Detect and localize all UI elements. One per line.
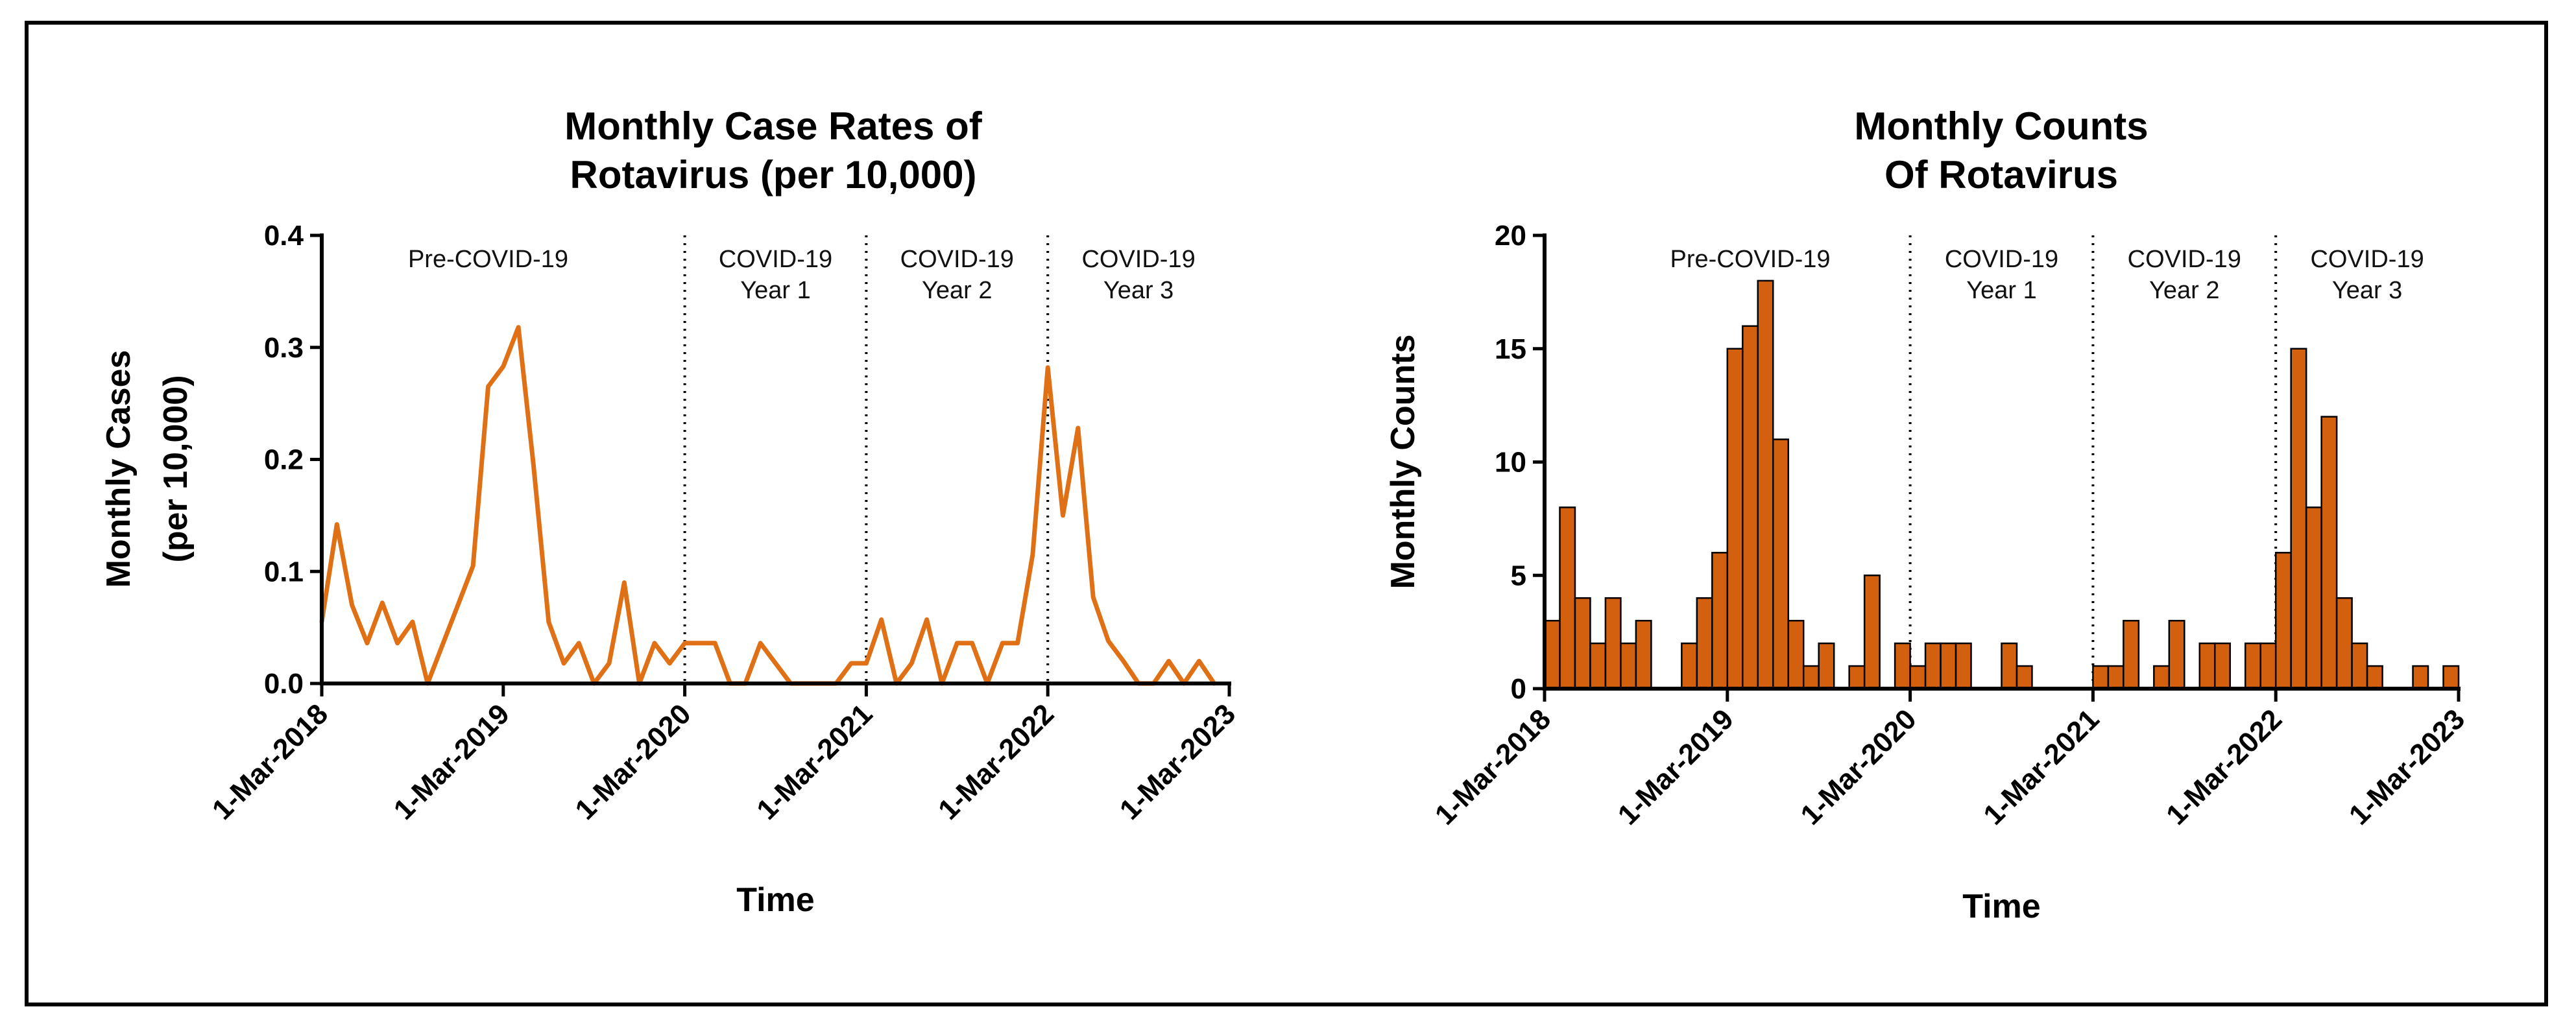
bar [1574,597,1591,690]
bar [2290,348,2307,690]
bar [2198,642,2216,690]
chart-monthly-case-rates: Monthly Case Rates of Rotavirus (per 10,0… [100,104,1242,919]
x-tick-label: 1-Mar-2019 [1612,703,1740,831]
bar [2259,642,2277,690]
bar [2168,619,2185,690]
period-label: Year 1 [740,277,810,304]
y-tick-label: 5 [1511,560,1526,591]
bar [2335,597,2353,690]
x-tick-label: 1-Mar-2022 [932,698,1060,825]
period-label: Pre-COVID-19 [1670,246,1830,273]
bar [2123,619,2140,690]
bar [1726,348,1744,690]
period-label: COVID-19 [900,246,1014,273]
bar [2366,665,2383,690]
period-label: COVID-19 [2128,246,2241,273]
bar [1543,619,1561,690]
x-tick-label: 1-Mar-2022 [2160,703,2288,831]
period-label: Year 1 [1966,277,2036,304]
bar [2351,642,2368,690]
bar [2274,552,2292,690]
bar [1604,597,1622,690]
x-axis-title: Time [736,881,814,919]
period-label: COVID-19 [1081,246,1195,273]
bar [2153,665,2171,690]
bar [2320,416,2338,690]
bar [1909,665,1927,690]
x-tick-label: 1-Mar-2018 [206,698,334,825]
figure-frame [25,21,2548,1006]
y-axis-title: Monthly Cases [100,350,138,588]
x-tick-label: 1-Mar-2021 [1977,703,2105,831]
y-tick-label: 15 [1495,333,1526,365]
bar [2442,665,2460,690]
bar [2412,665,2429,690]
bar [1620,642,1637,690]
bar [1742,325,1759,690]
y-axis-title: (per 10,000) [157,375,195,562]
chart-title-line: Of Rotavirus [1884,153,2118,196]
x-tick-label: 1-Mar-2020 [1794,703,1922,831]
bar [1711,552,1729,690]
period-label: COVID-19 [1945,246,2058,273]
bar [1940,642,1957,690]
y-tick-label: 0.1 [264,556,304,588]
bar [2001,642,2018,690]
bar [1787,619,1805,690]
bar [1955,642,1972,690]
bar [2305,506,2322,690]
chart-title-line: Monthly Counts [1854,104,2148,148]
x-axis-title: Time [1962,888,2040,925]
bar [1559,506,1576,690]
y-tick-label: 10 [1495,447,1526,479]
x-tick-label: 1-Mar-2020 [569,698,697,825]
x-tick-label: 1-Mar-2023 [1114,698,1242,825]
x-tick-label: 1-Mar-2023 [2343,703,2471,831]
y-tick-label: 0.2 [264,444,304,476]
bar [1589,642,1607,690]
period-label: COVID-19 [2310,246,2424,273]
bar [1772,438,1789,690]
bar [1696,597,1713,690]
bar [1863,575,1881,690]
period-label: COVID-19 [719,246,832,273]
bar [2092,665,2110,690]
bar [2016,665,2033,690]
bar [1894,642,1911,690]
bar [1848,665,1866,690]
bar [1924,642,1942,690]
period-label: Year 3 [1103,277,1174,304]
period-label: Year 2 [922,277,992,304]
y-tick-label: 20 [1495,220,1526,252]
y-tick-label: 0.0 [264,668,304,700]
chart-title-line: Rotavirus (per 10,000) [570,153,977,196]
bar [1818,642,1835,690]
chart-title-line: Monthly Case Rates of [564,104,982,148]
y-axis-title: Monthly Counts [1384,335,1422,589]
bar [2244,642,2261,690]
bar [2214,642,2231,690]
chart-monthly-counts: Monthly Counts Of Rotavirus Monthly Counts… [1384,104,2471,925]
x-tick-label: 1-Mar-2018 [1429,703,1557,831]
y-tick-label: 0.4 [264,220,304,252]
bar [1681,642,1698,690]
series-line [319,325,1217,686]
period-label: Year 3 [2332,277,2402,304]
period-label: Pre-COVID-19 [408,246,568,273]
x-tick-label: 1-Mar-2021 [751,698,878,825]
bar [1757,279,1774,690]
bar [1635,619,1652,690]
x-tick-label: 1-Mar-2019 [388,698,516,825]
bar [1802,665,1820,690]
bar [2107,665,2125,690]
period-label: Year 2 [2149,277,2219,304]
y-tick-label: 0 [1511,673,1526,705]
y-tick-label: 0.3 [264,332,304,364]
